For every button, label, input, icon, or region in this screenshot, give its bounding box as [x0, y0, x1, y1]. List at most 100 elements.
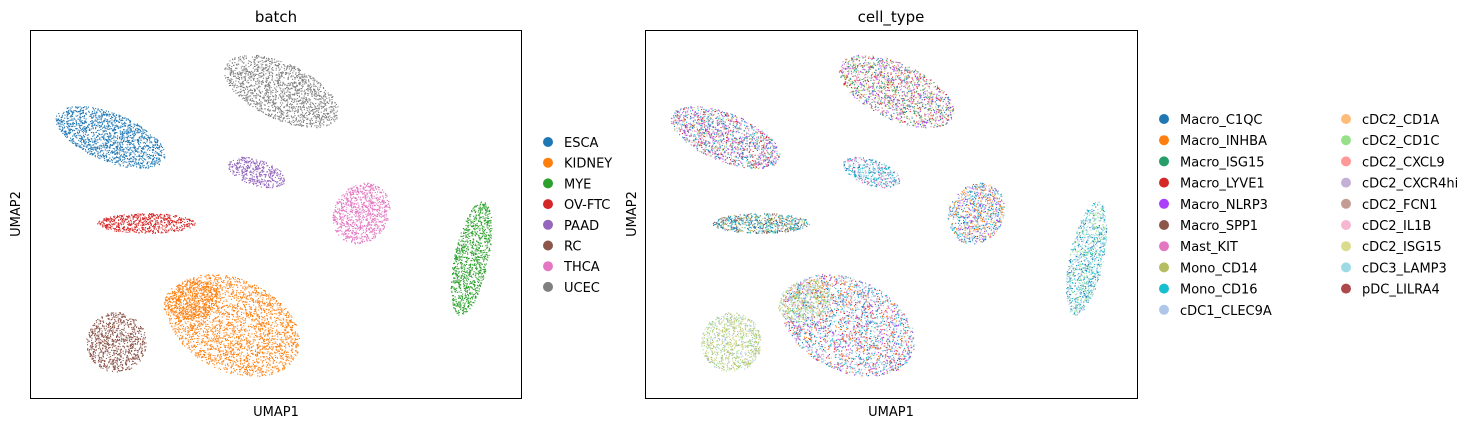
scatter-point — [179, 290, 180, 291]
scatter-point — [244, 286, 245, 287]
scatter-point — [260, 325, 261, 326]
scatter-point — [122, 151, 123, 152]
scatter-point — [172, 291, 173, 292]
scatter-point — [251, 353, 252, 354]
scatter-point — [491, 225, 492, 226]
scatter-point — [473, 294, 474, 295]
scatter-point — [234, 361, 235, 362]
scatter-point — [158, 153, 159, 154]
scatter-point — [474, 271, 475, 272]
scatter-point — [114, 129, 115, 130]
scatter-point — [213, 289, 214, 290]
scatter-point — [268, 328, 269, 329]
scatter-point — [83, 148, 84, 149]
scatter-point — [288, 360, 289, 361]
scatter-point — [173, 298, 174, 299]
scatter-point — [184, 311, 185, 312]
scatter-point — [235, 362, 236, 363]
scatter-point — [219, 320, 220, 321]
scatter-point — [461, 295, 462, 296]
scatter-point — [246, 372, 247, 373]
scatter-point — [178, 304, 179, 305]
scatter-point — [280, 314, 281, 315]
scatter-point — [271, 305, 272, 306]
scatter-point — [252, 320, 253, 321]
scatter-point — [277, 339, 278, 340]
scatter-point — [214, 336, 215, 337]
scatter-point — [116, 150, 117, 151]
scatter-point — [70, 108, 71, 109]
scatter-point — [226, 372, 227, 373]
scatter-point — [257, 369, 258, 370]
scatter-point — [267, 343, 268, 344]
scatter-point — [83, 141, 84, 142]
scatter-point — [175, 316, 176, 317]
scatter-point — [224, 309, 225, 310]
scatter-point — [127, 128, 128, 129]
scatter-point — [243, 295, 244, 296]
scatter-point — [78, 119, 79, 120]
scatter-point — [281, 356, 282, 357]
scatter-point — [284, 343, 285, 344]
scatter-point — [188, 316, 189, 317]
scatter-point — [102, 150, 103, 151]
scatter-point — [124, 154, 125, 155]
scatter-point — [217, 356, 218, 357]
scatter-point — [106, 133, 107, 134]
scatter-point — [246, 358, 247, 359]
scatter-point — [232, 308, 233, 309]
scatter-point — [121, 136, 122, 137]
scatter-point — [112, 112, 113, 113]
scatter-point — [281, 358, 282, 359]
scatter-point — [279, 319, 280, 320]
scatter-point — [117, 144, 118, 145]
scatter-point — [278, 368, 279, 369]
scatter-point — [193, 279, 194, 280]
scatter-point — [258, 298, 259, 299]
scatter-point — [129, 148, 130, 149]
scatter-point — [276, 334, 277, 335]
scatter-point — [279, 343, 280, 344]
scatter-point — [230, 337, 231, 338]
scatter-point — [105, 118, 106, 119]
scatter-point — [188, 318, 189, 319]
scatter-point — [197, 278, 198, 279]
scatter-point — [213, 275, 214, 276]
scatter-point — [199, 352, 200, 353]
scatter-point — [84, 126, 85, 127]
scatter-point — [226, 332, 227, 333]
scatter-point — [164, 304, 165, 305]
scatter-point — [181, 304, 182, 305]
scatter-point — [208, 354, 209, 355]
scatter-point — [286, 360, 287, 361]
scatter-point — [122, 131, 123, 132]
scatter-point — [218, 354, 219, 355]
scatter-point — [179, 332, 180, 333]
scatter-point — [483, 269, 484, 270]
scatter-point — [198, 331, 199, 332]
scatter-point — [222, 316, 223, 317]
scatter-point — [216, 291, 217, 292]
scatter-point — [194, 289, 195, 290]
scatter-point — [127, 167, 128, 168]
scatter-point — [262, 338, 263, 339]
scatter-point — [180, 315, 181, 316]
scatter-point — [130, 161, 131, 162]
scatter-point — [286, 354, 287, 355]
scatter-point — [257, 352, 258, 353]
scatter-point — [242, 374, 243, 375]
scatter-point — [245, 318, 246, 319]
scatter-point — [179, 328, 180, 329]
scatter-point — [146, 135, 147, 136]
scatter-point — [73, 120, 74, 121]
scatter-point — [183, 330, 184, 331]
scatter-point — [212, 324, 213, 325]
scatter-point — [268, 310, 269, 311]
scatter-point — [201, 285, 202, 286]
scatter-point — [262, 337, 263, 338]
scatter-point — [144, 132, 145, 133]
scatter-point — [206, 336, 207, 337]
scatter-point — [117, 142, 118, 143]
scatter-point — [203, 287, 204, 288]
scatter-point — [243, 355, 244, 356]
